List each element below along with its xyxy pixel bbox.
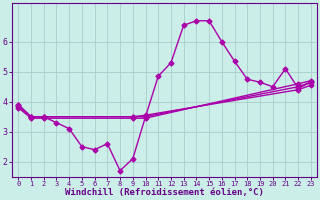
X-axis label: Windchill (Refroidissement éolien,°C): Windchill (Refroidissement éolien,°C) xyxy=(65,188,264,197)
